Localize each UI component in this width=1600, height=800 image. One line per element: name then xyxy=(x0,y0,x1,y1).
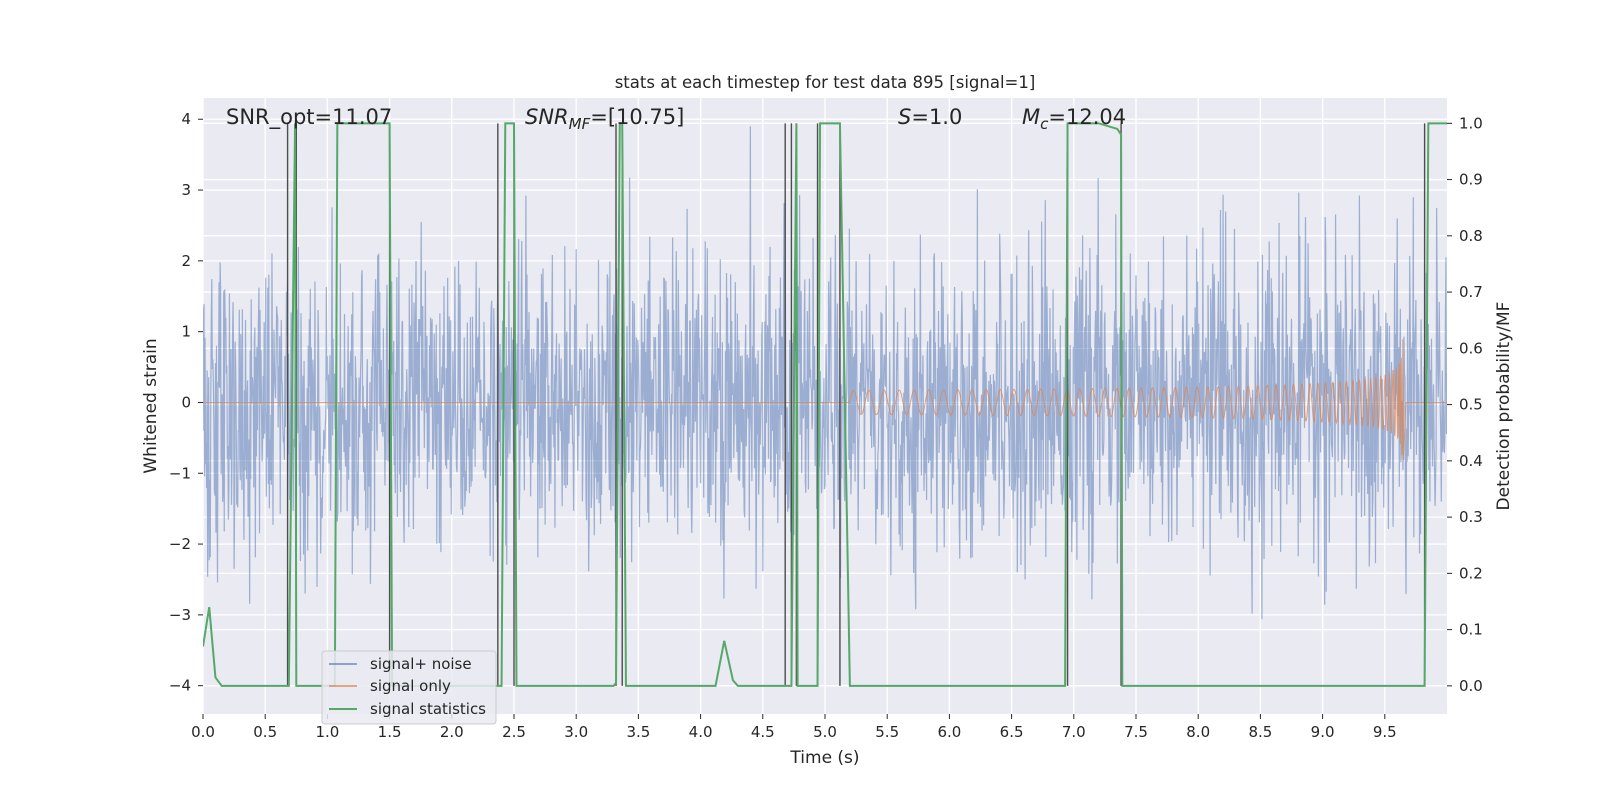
annotation-s: S=1.0 xyxy=(898,105,962,129)
x-tick-label: 6.5 xyxy=(1000,723,1024,741)
y-tick-label: −3 xyxy=(169,606,191,624)
chart-title: stats at each timestep for test data 895… xyxy=(615,73,1036,92)
y-tick-label: −2 xyxy=(169,535,191,553)
legend: signal+ noise signal only signal statist… xyxy=(321,650,497,725)
annotation-mc: Mc=12.04 xyxy=(1022,105,1126,133)
signal-only-series xyxy=(203,339,1447,461)
right-y-tick-label: 0.5 xyxy=(1459,396,1483,414)
x-tick-label: 4.5 xyxy=(751,723,775,741)
y-tick-label: 0 xyxy=(181,393,191,411)
right-y-tick-label: 1.0 xyxy=(1459,114,1483,132)
x-tick-label: 9.5 xyxy=(1373,723,1397,741)
x-tick-label: 5.5 xyxy=(875,723,899,741)
x-tick-label: 3.0 xyxy=(564,723,588,741)
x-tick-label: 8.5 xyxy=(1248,723,1272,741)
right-y-tick-label: 0.7 xyxy=(1459,283,1483,301)
x-axis-label: Time (s) xyxy=(789,748,859,768)
right-y-axis-ticks: 1.0 0.9 0.8 0.7 0.6 0.5 0.4 0.3 0.2 0.1 0.0 xyxy=(1447,114,1483,695)
signal-noise-series xyxy=(203,126,1447,620)
right-y-axis-label: Detection probability/MF xyxy=(1494,302,1514,511)
x-tick-label: 8.0 xyxy=(1186,723,1210,741)
x-tick-label: 5.0 xyxy=(813,723,837,741)
right-y-tick-label: 0.3 xyxy=(1459,508,1483,526)
right-y-tick-label: 0.0 xyxy=(1459,677,1483,695)
x-tick-label: 7.5 xyxy=(1124,723,1148,741)
x-tick-label: 1.5 xyxy=(378,723,402,741)
x-tick-label: 1.0 xyxy=(315,723,339,741)
right-y-tick-label: 0.2 xyxy=(1459,564,1483,582)
legend-label-signal-statistics: signal statistics xyxy=(370,700,486,718)
y-tick-label: −4 xyxy=(169,677,191,695)
x-tick-label: 4.0 xyxy=(689,723,713,741)
annotation-snr-opt: SNR_opt=11.07 xyxy=(226,105,392,130)
y-tick-label: 1 xyxy=(181,323,191,341)
x-tick-label: 6.0 xyxy=(937,723,961,741)
x-tick-label: 0.5 xyxy=(253,723,277,741)
x-axis-ticks: 0.0 0.5 1.0 1.5 2.0 2.5 3.0 3.5 4.0 4.5 5.0 5.5 6.0 6… xyxy=(191,714,1397,741)
x-tick-label: 0.0 xyxy=(191,723,215,741)
y-tick-label: 4 xyxy=(181,110,191,128)
y-tick-label: 3 xyxy=(181,181,191,199)
y-axis-label: Whitened strain xyxy=(141,338,161,473)
x-tick-label: 2.5 xyxy=(502,723,526,741)
x-tick-label: 2.0 xyxy=(440,723,464,741)
legend-label-signal-only: signal only xyxy=(370,677,451,695)
right-y-tick-label: 0.4 xyxy=(1459,452,1483,470)
right-y-tick-label: 0.9 xyxy=(1459,171,1483,189)
right-y-tick-label: 0.6 xyxy=(1459,339,1483,357)
signal-statistics-series xyxy=(203,122,1447,687)
y-tick-label: −1 xyxy=(169,464,191,482)
x-tick-label: 3.5 xyxy=(626,723,650,741)
x-tick-label: 9.0 xyxy=(1311,723,1335,741)
legend-label-signal-noise: signal+ noise xyxy=(370,655,472,673)
annotation-snr-mf: SNRMF=[10.75] xyxy=(525,105,684,133)
x-tick-label: 7.0 xyxy=(1062,723,1086,741)
y-tick-label: 2 xyxy=(181,252,191,270)
right-y-tick-label: 0.1 xyxy=(1459,621,1483,639)
right-y-tick-label: 0.8 xyxy=(1459,227,1483,245)
left-y-axis-ticks: 4 3 2 1 0 −1 −2 −3 −4 xyxy=(169,110,203,695)
